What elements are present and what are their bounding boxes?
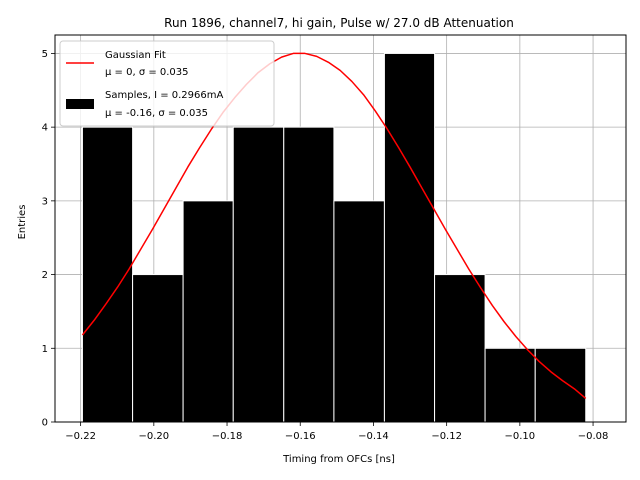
y-tick-label: 1 — [42, 344, 48, 355]
gaussian-fit-curve — [81, 52, 587, 399]
histogram-bar — [383, 52, 436, 423]
x-axis-ticks: −0.22 −0.20 −0.18 −0.16 −0.14 −0.12 −0.10 −0.08 — [65, 422, 608, 442]
x-tick-label: −0.16 — [285, 431, 316, 442]
legend-samples-title: Samples, I = 0.2966mA — [105, 90, 223, 101]
y-tick-label: 2 — [42, 270, 48, 281]
histogram-bar — [333, 200, 385, 423]
histogram-bar — [484, 347, 536, 423]
histogram-bar — [232, 126, 285, 423]
legend-box — [59, 40, 275, 127]
y-tick-label: 5 — [42, 49, 48, 60]
y-axis-label: Entries — [17, 205, 28, 240]
legend-fit-params: μ = 0, σ = 0.035 — [105, 67, 189, 78]
x-tick-label: −0.20 — [138, 431, 169, 442]
histogram-bar — [132, 274, 184, 423]
gaussian-fit-line — [81, 52, 587, 399]
histogram-bar — [283, 126, 335, 423]
y-tick-label: 3 — [42, 196, 48, 207]
chart-title: Run 1896, channel7, hi gain, Pulse w/ 27… — [164, 16, 514, 30]
histogram-bar — [534, 347, 587, 423]
y-tick-label: 0 — [42, 418, 48, 429]
histogram-bar — [81, 126, 134, 423]
x-tick-label: −0.18 — [212, 431, 243, 442]
legend-samples-swatch — [66, 99, 94, 109]
histogram-bar — [434, 274, 486, 423]
x-tick-label: −0.12 — [431, 431, 462, 442]
x-axis-label: Timing from OFCs [ns] — [282, 454, 395, 465]
y-tick-label: 4 — [42, 123, 48, 134]
plot-frame — [54, 34, 627, 423]
legend-samples-params: μ = -0.16, σ = 0.035 — [105, 108, 208, 119]
x-tick-label: −0.08 — [578, 431, 609, 442]
histogram-bars — [81, 52, 587, 423]
y-axis-ticks: 0 1 2 3 4 5 — [42, 49, 55, 429]
legend-fit-title: Gaussian Fit — [105, 50, 166, 61]
histogram-bar — [182, 200, 234, 423]
x-tick-label: −0.10 — [505, 431, 536, 442]
x-tick-label: −0.14 — [358, 431, 389, 442]
x-tick-label: −0.22 — [65, 431, 96, 442]
legend: Gaussian Fit μ = 0, σ = 0.035 Samples, I… — [59, 40, 275, 127]
